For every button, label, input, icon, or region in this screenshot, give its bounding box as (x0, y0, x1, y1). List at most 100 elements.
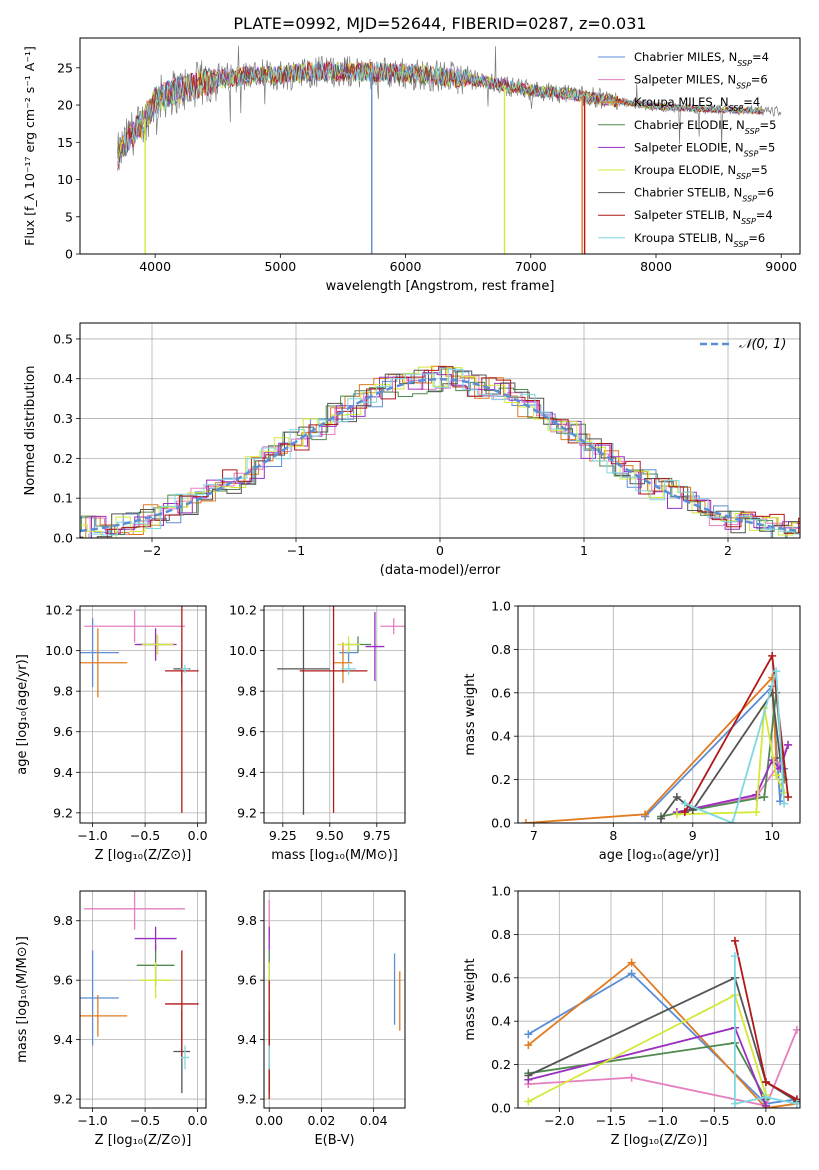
panel-5: 7 8 9 10 0.0 0.2 0.4 0.6 0.8 1.0 age [log₁₀(age/yr… (463, 599, 801, 863)
legend-count: =6 (751, 73, 768, 87)
x-tick-label: 0 (436, 543, 444, 558)
y-tick-label: 9.8 (53, 684, 73, 699)
weight-marker-kroupa-miles (641, 810, 650, 819)
x-axis-label: Z [log₁₀(Z/Z⊙)] (611, 1133, 708, 1148)
figure-title: PLATE=0992, MJD=52644, FIBERID=0287, z=0… (233, 14, 646, 33)
plot-area (524, 936, 800, 1108)
legend-count: =5 (758, 140, 775, 154)
panel-2: −2 −1 0 1 2 0.0 0.1 0.2 0.3 0.4 0.5 (data-model)/er… (23, 322, 801, 578)
y-tick-label: 0.8 (491, 642, 511, 657)
legend-label-salpeter-miles: Salpeter MILES, NSSP=6 (634, 73, 768, 91)
weight-marker-kroupa-stelib (761, 1093, 770, 1102)
axes-frame (79, 890, 207, 1109)
x-tick-label: 0.04 (360, 1113, 388, 1128)
x-tick-label: −1 (287, 543, 305, 558)
weight-marker-chabrier-stelib (524, 1071, 533, 1080)
y-tick-label: 9.8 (53, 913, 73, 928)
errorbar-kroupa-elodie (141, 634, 174, 655)
legend-label-salpeter-stelib: Salpeter STELIB, NSSP=4 (634, 208, 773, 226)
plot-area (117, 45, 782, 254)
y-tick-label: 0.4 (491, 1014, 511, 1029)
y-tick-label: 0.3 (53, 411, 73, 426)
weight-marker-salpeter-elodie (752, 790, 761, 799)
x-tick-label: 0.0 (188, 1113, 208, 1128)
errorbar-kroupa-miles (80, 628, 128, 698)
x-tick-label: −1.0 (77, 828, 107, 843)
x-tick-label: 9000 (765, 259, 797, 274)
legend-label-chabrier-stelib: Chabrier STELIB, NSSP=6 (634, 186, 774, 204)
legend-subscript: SSP (745, 126, 760, 135)
weight-line-salpeter-miles (528, 1029, 798, 1107)
y-tick-label: 15 (57, 135, 73, 150)
legend-count: =6 (748, 231, 765, 245)
x-axis-label: (data-model)/error (380, 563, 501, 578)
y-axis-label: Normed distribution (23, 366, 38, 496)
plot-area (277, 606, 405, 815)
y-tick-label: 9.6 (53, 973, 73, 988)
weight-marker-salpeter-stelib (768, 651, 777, 660)
weight-marker-salpeter-stelib (730, 936, 739, 945)
x-tick-label: −2.0 (544, 1113, 574, 1128)
errorbar-kroupa-elodie (139, 962, 172, 999)
legend-subscript: SSP (734, 239, 749, 248)
y-tick-label: 9.4 (237, 1032, 257, 1047)
y-tick-label: 0.2 (53, 451, 73, 466)
residual-histogram-salpeter-elodie (80, 372, 800, 538)
y-tick-label: 10.2 (45, 603, 73, 618)
y-tick-label: 0.5 (53, 331, 73, 346)
x-tick-label: 9.75 (363, 828, 391, 843)
errorbar-kroupa-stelib (341, 662, 357, 675)
y-tick-label: 9.2 (237, 805, 257, 820)
legend-subscript: SSP (737, 59, 752, 68)
y-tick-label: 10.0 (45, 643, 73, 658)
x-axis-label: age [log₁₀(age/yr)] (599, 848, 720, 863)
y-tick-label: 0.6 (491, 970, 511, 985)
x-tick-label: −1.0 (77, 1113, 107, 1128)
plot-area (80, 891, 199, 1094)
x-tick-label: 0.00 (255, 1113, 283, 1128)
errorbar-salpeter-stelib (299, 606, 368, 813)
weight-line-kroupa-stelib (734, 956, 798, 1105)
x-tick-label: 0.0 (188, 828, 208, 843)
weight-line-kroupa-stelib (684, 670, 785, 823)
y-tick-label: 0.0 (491, 1101, 511, 1116)
legend-subscript: SSP (742, 194, 757, 203)
weight-marker-salpeter-stelib (680, 808, 689, 817)
x-axis-label: wavelength [Angstrom, rest frame] (326, 279, 555, 294)
weight-marker-kroupa-stelib (780, 799, 789, 808)
x-tick-label: 9.50 (316, 828, 344, 843)
x-tick-label: −0.5 (699, 1113, 729, 1128)
errorbar-chabrier-stelib (277, 606, 330, 815)
residual-histogram-kroupa-elodie (80, 366, 800, 538)
legend: Chabrier MILES, NSSP=4 Salpeter MILES, NS… (598, 50, 776, 248)
errorbar-kroupa-miles (80, 995, 128, 1037)
weight-marker-chabrier-elodie (760, 792, 769, 801)
plot-area (521, 651, 793, 823)
y-tick-label: 9.4 (53, 1032, 73, 1047)
y-tick-label: 1.0 (491, 884, 511, 899)
x-tick-label: 10 (764, 828, 780, 843)
x-axis-label: Z [log₁₀(Z/Z⊙)] (95, 848, 192, 863)
y-tick-label: 0.0 (53, 531, 73, 546)
x-tick-label: 1 (580, 543, 588, 558)
weight-marker-kroupa-stelib (680, 799, 689, 808)
errorbar-kroupa-stelib (180, 664, 190, 673)
weight-marker-chabrier-miles (627, 969, 636, 978)
x-tick-label: −1.5 (596, 1113, 626, 1128)
errorbar-salpeter-miles (84, 891, 185, 930)
residual-histogram-chabrier-elodie (80, 368, 800, 538)
weight-marker-kroupa-elodie (772, 771, 781, 780)
x-tick-label: 9.25 (269, 828, 297, 843)
x-axis-label: E(B-V) (314, 1133, 354, 1148)
y-axis-label: age [log₁₀(age/yr)] (15, 654, 30, 775)
y-tick-label: 10 (57, 172, 73, 187)
plot-area (80, 365, 800, 538)
y-tick-label: 0.4 (491, 729, 511, 744)
x-tick-label: 8 (609, 828, 617, 843)
y-tick-label: 25 (57, 60, 73, 75)
x-tick-label: −0.5 (130, 828, 160, 843)
legend-subscript: SSP (736, 81, 751, 90)
y-tick-label: 9.8 (237, 684, 257, 699)
weight-marker-kroupa-elodie (524, 1097, 533, 1106)
axes-frame (263, 605, 406, 824)
